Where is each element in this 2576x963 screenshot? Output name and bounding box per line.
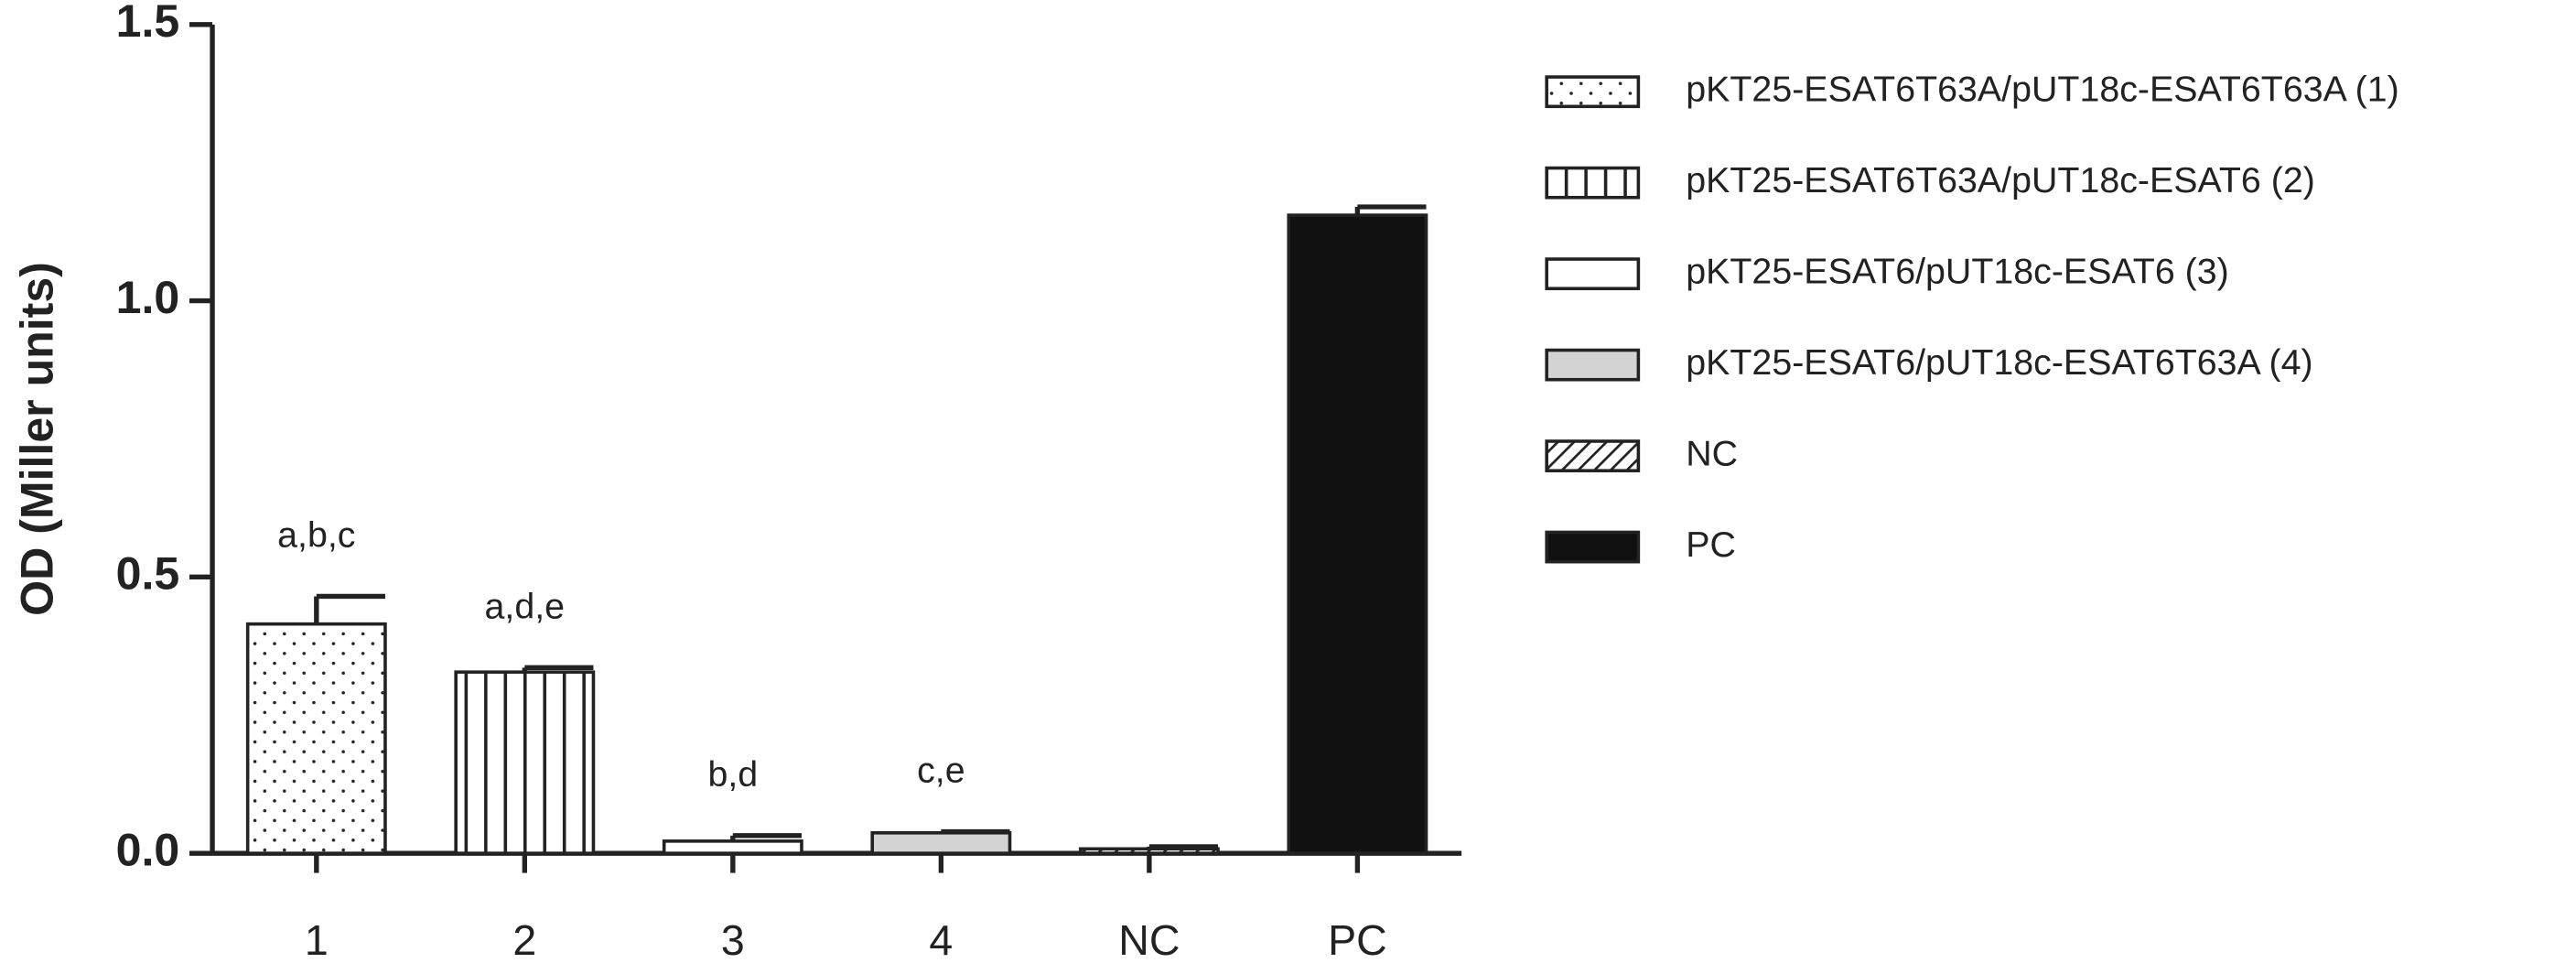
legend-label: NC [1686,433,1738,473]
bar [454,670,596,855]
error-bar [938,828,1010,835]
x-tick-label: 2 [512,916,536,963]
legend-swatch [1545,439,1641,472]
bar-annotation: b,d [707,754,758,795]
legend-label: pKT25-ESAT6/pUT18c-ESAT6 (3) [1686,252,2229,292]
legend-label: PC [1686,525,1736,565]
bar [1078,847,1220,855]
y-tick-label: 1.5 [116,0,180,47]
bar-annotation: a,b,c [277,514,355,555]
legend-label: pKT25-ESAT6T63A/pUT18c-ESAT6T63A (1) [1686,70,2398,110]
bar-annotation: c,e [917,751,965,791]
bar-annotation: a,d,e [485,586,566,626]
legend-swatch [1545,257,1641,291]
error-bar [522,665,594,673]
x-tick-label: 1 [305,916,329,963]
bar [662,839,803,855]
legend-label: pKT25-ESAT6T63A/pUT18c-ESAT6 (2) [1686,160,2315,200]
y-axis-title: OD (Miller units) [11,262,62,616]
error-bar [314,593,385,624]
y-tick-label: 1.0 [116,272,180,323]
legend-label: pKT25-ESAT6/pUT18c-ESAT6T63A (4) [1686,342,2312,383]
legend-swatch [1545,348,1641,382]
bar [1287,213,1428,855]
error-bar [1354,204,1427,216]
error-bar [730,833,802,841]
error-bar [1147,844,1219,849]
legend-swatch [1545,530,1641,564]
legend-swatch [1545,75,1641,109]
bar [870,831,1012,855]
y-tick-label: 0.0 [116,824,180,875]
y-tick-label: 0.5 [116,548,180,600]
legend-swatch [1545,166,1641,200]
bar [245,622,387,855]
x-tick-label: 3 [721,916,745,963]
x-tick-label: PC [1328,916,1387,963]
x-tick-label: NC [1118,916,1180,963]
x-tick-label: 4 [929,916,953,963]
